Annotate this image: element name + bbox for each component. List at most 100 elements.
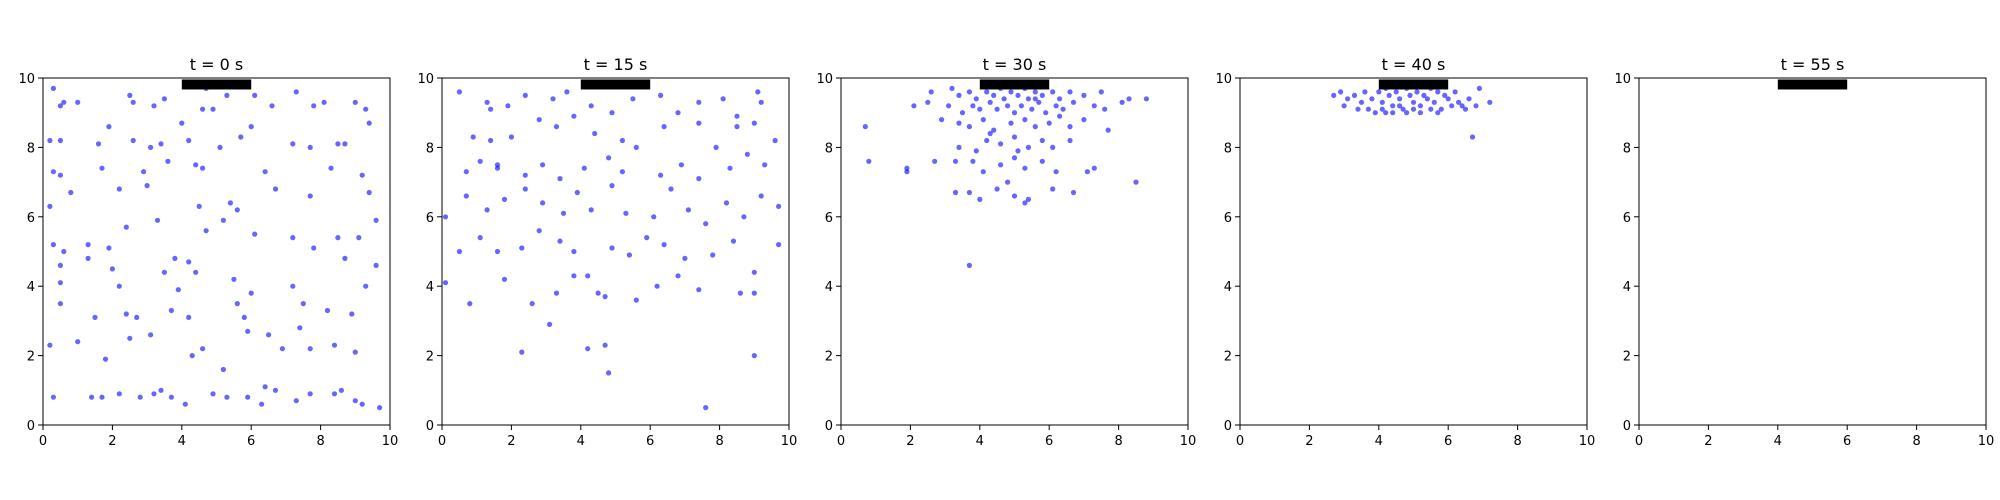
data-point (623, 210, 629, 216)
data-point (1001, 96, 1007, 102)
data-point (991, 92, 997, 98)
data-point (571, 248, 577, 255)
y-tick-label: 2 (27, 350, 35, 365)
data-point (293, 89, 299, 95)
data-point (1008, 120, 1014, 126)
data-point (696, 99, 702, 105)
data-point (1469, 134, 1476, 140)
data-point (47, 203, 53, 209)
data-point (234, 301, 240, 307)
data-point (356, 235, 362, 241)
data-point (1032, 89, 1038, 95)
data-point (238, 134, 244, 140)
data-point (57, 262, 64, 268)
data-point (1143, 96, 1149, 102)
x-tick-label: 0 (39, 434, 47, 449)
data-point (651, 214, 657, 220)
data-point (1067, 137, 1073, 144)
y-tick-label: 6 (1623, 211, 1631, 226)
data-point (50, 169, 57, 175)
data-point (116, 283, 122, 289)
data-point (1091, 103, 1097, 109)
data-point (175, 287, 181, 293)
x-tick-label: 2 (507, 434, 515, 449)
data-point (602, 342, 608, 348)
data-point (956, 144, 962, 150)
x-tick-label: 10 (1579, 434, 1596, 449)
data-point (99, 165, 105, 171)
x-tick-label: 6 (247, 434, 255, 449)
panel-title: t = 55 s (1781, 55, 1845, 74)
data-point (470, 134, 476, 140)
data-point (1379, 106, 1385, 112)
data-point (1473, 103, 1479, 109)
data-point (1421, 92, 1427, 98)
data-point (1057, 96, 1063, 102)
data-point (998, 141, 1004, 147)
data-point (151, 391, 157, 397)
data-point (977, 106, 983, 112)
data-point (262, 169, 268, 175)
data-point (772, 137, 778, 144)
data-point (1018, 103, 1024, 109)
data-point (1379, 99, 1385, 105)
data-point (1070, 99, 1077, 105)
data-point (564, 89, 570, 95)
data-point (904, 169, 910, 175)
data-point (1407, 92, 1413, 98)
data-point (148, 144, 154, 150)
data-point (338, 387, 344, 393)
data-point (720, 96, 726, 102)
data-point (550, 96, 556, 102)
data-point (952, 189, 959, 196)
data-point (366, 120, 372, 126)
data-point (220, 366, 226, 373)
data-point (633, 297, 639, 303)
scatter-points (1331, 85, 1493, 140)
data-point (1355, 106, 1361, 112)
data-point (1376, 89, 1382, 95)
panel-title: t = 40 s (1382, 55, 1446, 74)
data-point (144, 183, 150, 189)
data-point (224, 92, 230, 98)
panel-1: t = 15 s 0 2 4 6 8 10 0 2 4 6 8 10 (417, 55, 797, 449)
data-point (606, 155, 612, 161)
data-point (75, 339, 81, 345)
data-point (585, 273, 591, 279)
y-tick-label: 2 (1224, 350, 1232, 365)
data-point (1022, 200, 1028, 206)
data-point (685, 207, 692, 213)
data-point (477, 235, 483, 241)
y-tick-label: 8 (825, 141, 833, 156)
data-point (977, 196, 983, 202)
data-point (1397, 103, 1403, 109)
x-tick-label: 4 (1774, 434, 1782, 449)
data-point (456, 89, 462, 95)
x-tick-label: 4 (1375, 434, 1383, 449)
data-point (92, 314, 98, 320)
data-point (540, 162, 546, 168)
data-point (68, 189, 74, 196)
data-point (335, 141, 341, 147)
data-point (1404, 110, 1410, 116)
data-point (987, 99, 993, 105)
data-point (1025, 196, 1031, 202)
x-tick-label: 2 (1704, 434, 1712, 449)
data-point (359, 172, 365, 178)
y-tick-label: 4 (825, 280, 833, 295)
data-point (127, 335, 133, 341)
data-point (245, 394, 251, 400)
y-tick-label: 10 (1614, 72, 1631, 87)
data-point (1424, 96, 1430, 102)
data-point (1098, 89, 1104, 95)
data-point (588, 103, 594, 109)
data-point (210, 391, 216, 397)
data-point (61, 99, 67, 105)
data-point (442, 280, 449, 286)
x-tick-label: 6 (1045, 434, 1053, 449)
x-tick-label: 10 (1180, 434, 1197, 449)
data-point (99, 394, 105, 400)
data-point (519, 349, 525, 355)
y-tick-label: 2 (1623, 350, 1631, 365)
data-point (609, 110, 615, 116)
